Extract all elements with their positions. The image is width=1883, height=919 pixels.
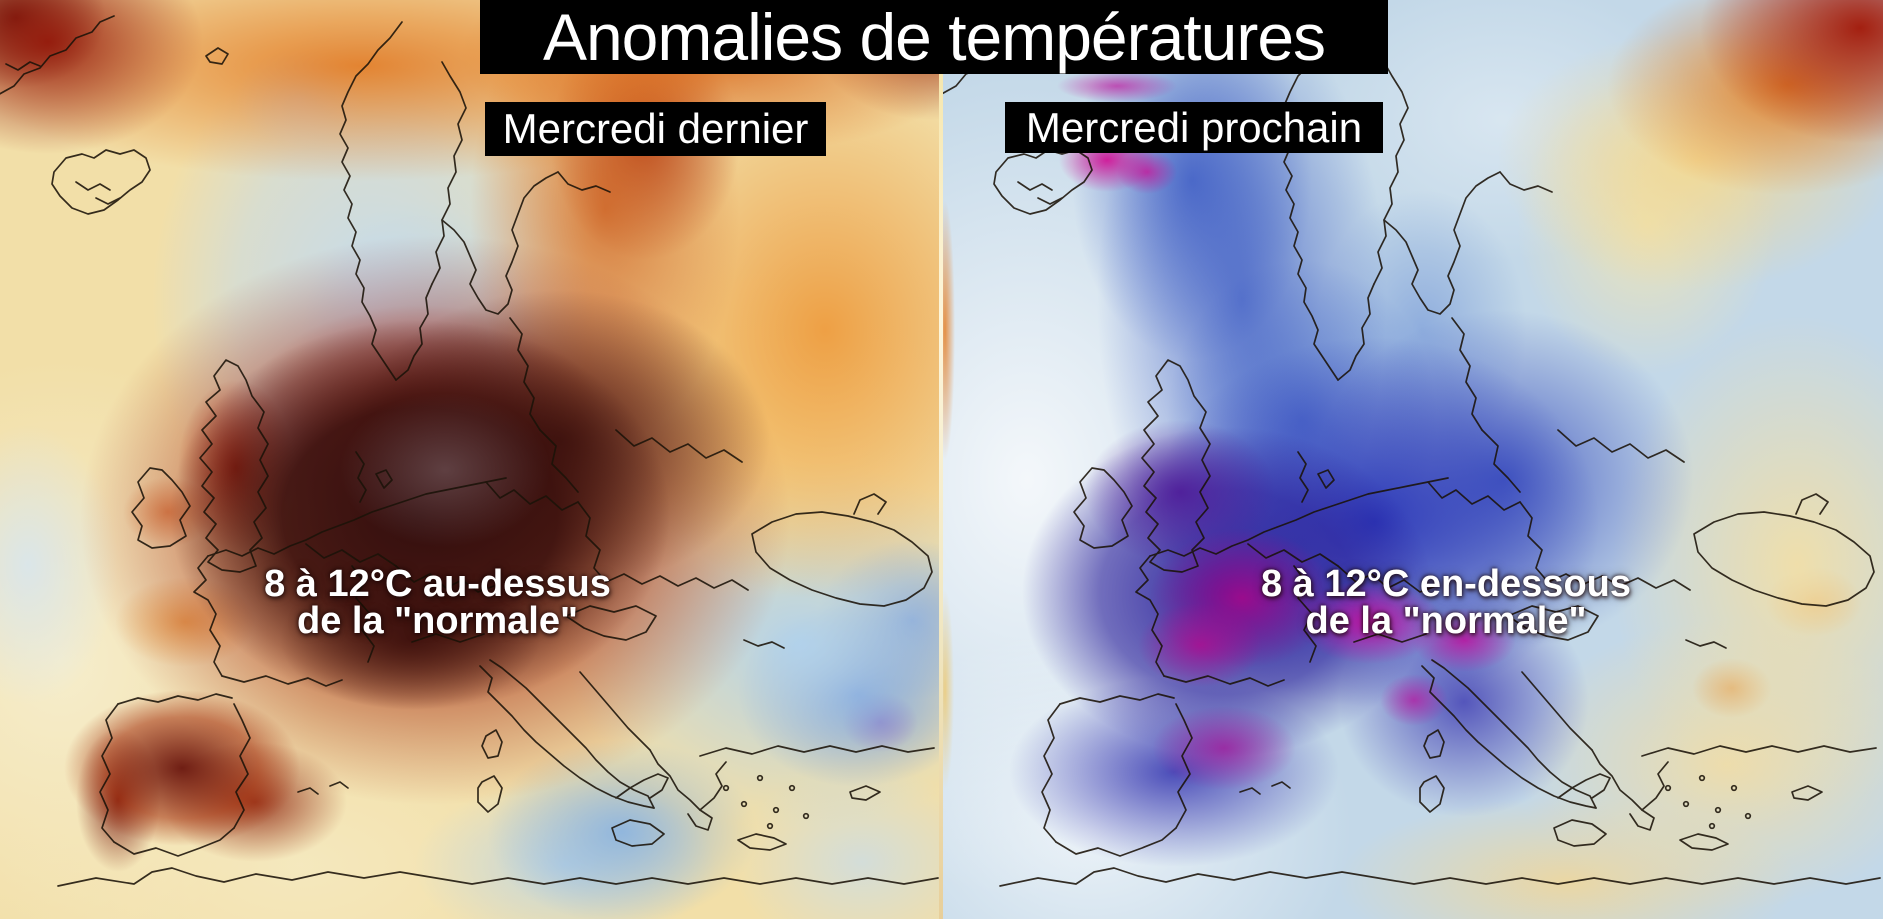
annotation-line1: 8 à 12°C au-dessus [264, 563, 611, 605]
panel-label-next-wednesday: Mercredi prochain [1005, 102, 1383, 153]
panel-divider [939, 0, 943, 919]
panel-label-last-wednesday: Mercredi dernier [485, 102, 826, 156]
map-title: Anomalies de températures [480, 0, 1388, 74]
cold-anomaly-annotation: 8 à 12°C en-dessous de la "normale" [1250, 563, 1642, 642]
annotation-line2: de la "normale" [1305, 600, 1587, 642]
annotation-line2: de la "normale" [296, 600, 578, 642]
cold-anomaly-field [942, 0, 1883, 919]
warm-anomaly-annotation: 8 à 12°C au-dessus de la "normale" [240, 563, 635, 642]
map-panel-next-wednesday [942, 0, 1883, 919]
annotation-line1: 8 à 12°C en-dessous [1260, 563, 1632, 605]
